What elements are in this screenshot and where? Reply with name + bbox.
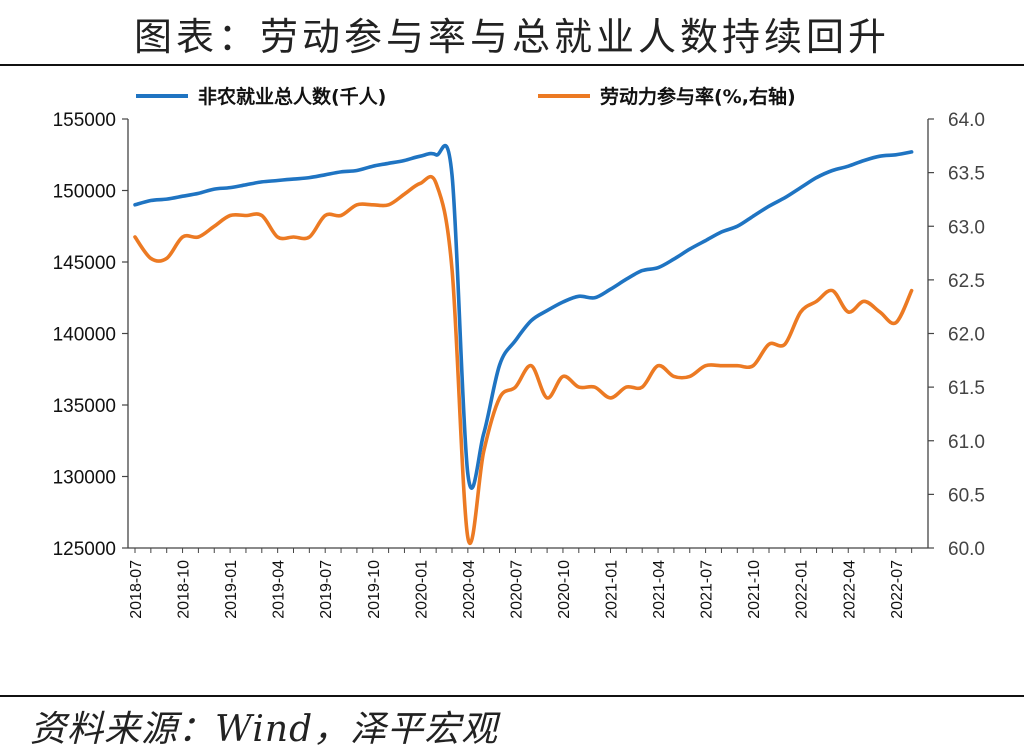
bottom-divider — [0, 695, 1024, 697]
right-tick-label: 62.0 — [948, 325, 985, 346]
x-tick-label: 2022-01 — [794, 560, 811, 619]
x-tick-label: 2020-07 — [508, 560, 525, 619]
left-tick-label: 155000 — [53, 110, 116, 131]
x-tick-label: 2019-04 — [271, 560, 288, 619]
right-tick-label: 60.0 — [948, 539, 985, 560]
left-tick-label: 140000 — [53, 325, 116, 346]
employment-series-line — [133, 143, 914, 490]
x-tick-label: 2020-10 — [556, 560, 573, 619]
left-tick-label: 145000 — [53, 253, 116, 274]
chart-title: 图表：劳动参与率与总就业人数持续回升 — [133, 15, 890, 59]
x-tick-label: 2020-04 — [461, 560, 478, 619]
legend-label-employment: 非农就业总人数(千人) — [198, 85, 386, 108]
x-tick-label: 2021-01 — [604, 560, 621, 619]
x-tick-label: 2022-04 — [841, 560, 858, 619]
right-tick-label: 62.5 — [948, 271, 985, 292]
x-tick-label: 2019-01 — [223, 560, 240, 619]
participation-series-line — [133, 174, 914, 546]
top-divider — [0, 64, 1024, 66]
x-tick-label: 2022-07 — [889, 560, 906, 619]
left-axis: 125000 130000 135000 140000 145000 150000 1550… — [53, 110, 129, 560]
left-tick-label: 130000 — [53, 468, 116, 489]
x-tick-label: 2018-10 — [176, 560, 193, 619]
x-tick-label: 2021-07 — [699, 560, 716, 619]
x-tick-label: 2021-10 — [746, 560, 763, 619]
left-tick-label: 125000 — [53, 539, 116, 560]
right-tick-label: 61.5 — [948, 378, 985, 399]
left-tick-label: 150000 — [53, 182, 116, 203]
x-axis: 2018-07 2018-10 2019-01 2019-04 2019-07 2019-… — [128, 547, 928, 619]
right-tick-label: 63.0 — [948, 217, 985, 238]
right-tick-label: 61.0 — [948, 432, 985, 453]
x-tick-label: 2019-10 — [366, 560, 383, 619]
legend: 非农就业总人数(千人) 劳动力参与率(%,右轴) — [136, 85, 796, 108]
x-tick-label: 2019-07 — [318, 560, 335, 619]
legend-label-participation: 劳动力参与率(%,右轴) — [600, 85, 796, 108]
right-axis: 60.0 60.5 61.0 61.5 62.0 62.5 63.0 63.5 64.0 — [927, 110, 985, 560]
source-note: 资料来源：Wind，泽平宏观 — [30, 709, 499, 750]
x-tick-label: 2020-01 — [413, 560, 430, 619]
series-lines — [133, 143, 914, 546]
x-tick-label: 2018-07 — [128, 560, 145, 619]
right-tick-label: 60.5 — [948, 485, 985, 506]
x-tick-label: 2021-04 — [651, 560, 668, 619]
left-tick-label: 135000 — [53, 396, 116, 417]
right-tick-label: 64.0 — [948, 110, 985, 131]
chart-canvas: 125000 130000 135000 140000 145000 150000 1550… — [53, 85, 985, 619]
right-tick-label: 63.5 — [948, 164, 985, 185]
